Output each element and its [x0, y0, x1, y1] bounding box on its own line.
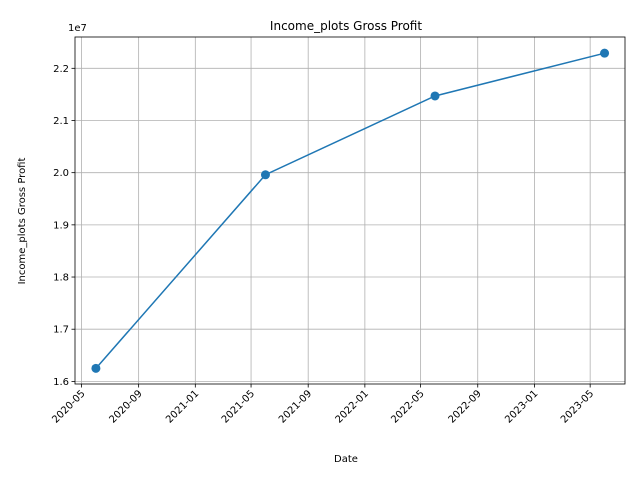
y-tick-label: 1.7: [53, 325, 69, 336]
y-axis-label: Income_plots Gross Profit: [17, 158, 28, 285]
y-tick-label: 2.0: [53, 168, 69, 179]
y-tick-label: 1.8: [53, 273, 69, 284]
series-line: [95, 52, 605, 369]
data-point: [430, 91, 440, 101]
grid: [75, 37, 625, 384]
y-tick-label: 2.2: [53, 64, 69, 75]
data-point: [91, 363, 101, 373]
x-axis-label: Date: [334, 454, 358, 465]
y-tick-label: 2.1: [53, 116, 69, 127]
y-tick-label: 1.6: [53, 377, 69, 388]
y-tick-label: 1.9: [53, 220, 69, 231]
data-point: [260, 170, 270, 180]
series-markers: [91, 48, 610, 373]
axes-frame: [74, 36, 626, 385]
data-point: [600, 48, 610, 58]
chart-title: Income_plots Gross Profit: [270, 19, 422, 33]
y-offset-label: 1e7: [68, 23, 87, 34]
